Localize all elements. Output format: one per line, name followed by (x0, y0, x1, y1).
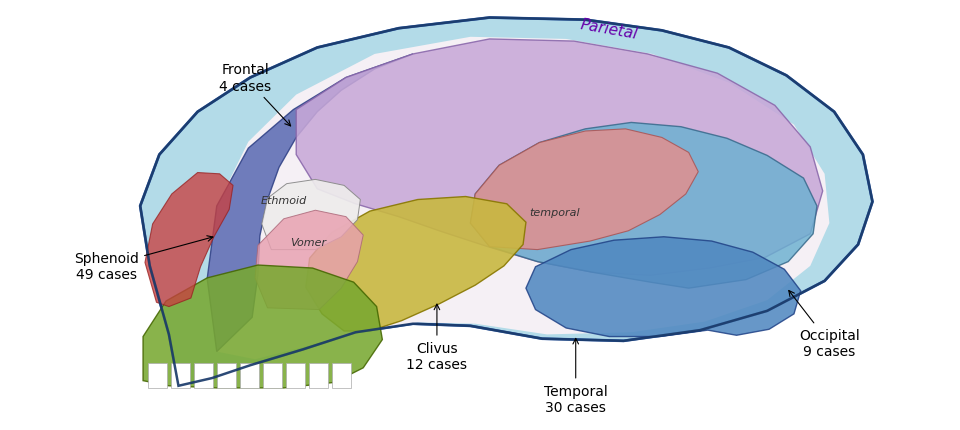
Text: Frontal
4 cases: Frontal 4 cases (220, 63, 291, 126)
Polygon shape (470, 129, 698, 250)
Text: Clivus
12 cases: Clivus 12 cases (406, 304, 468, 371)
Polygon shape (306, 197, 526, 331)
Bar (194, 363, 213, 388)
Polygon shape (145, 173, 233, 307)
Polygon shape (262, 180, 360, 250)
Text: Occipital
9 cases: Occipital 9 cases (789, 291, 860, 358)
Bar (171, 363, 190, 388)
Polygon shape (140, 18, 873, 386)
Bar (148, 363, 167, 388)
Bar (331, 363, 350, 388)
Text: Sphenoid
49 cases: Sphenoid 49 cases (74, 236, 213, 281)
Polygon shape (207, 38, 829, 359)
Text: Parietal: Parietal (579, 17, 639, 42)
Text: Temporal
30 cases: Temporal 30 cases (544, 339, 608, 414)
Bar (286, 363, 305, 388)
Text: Ethmoid: Ethmoid (261, 195, 307, 205)
Polygon shape (143, 265, 382, 388)
Polygon shape (255, 211, 363, 310)
Bar (240, 363, 259, 388)
Text: Vomer: Vomer (290, 238, 325, 248)
Bar (309, 363, 327, 388)
Polygon shape (470, 123, 817, 289)
Bar (217, 363, 236, 388)
Text: temporal: temporal (529, 208, 580, 218)
Polygon shape (526, 237, 801, 337)
Polygon shape (207, 55, 413, 352)
Polygon shape (297, 40, 823, 276)
Bar (263, 363, 282, 388)
